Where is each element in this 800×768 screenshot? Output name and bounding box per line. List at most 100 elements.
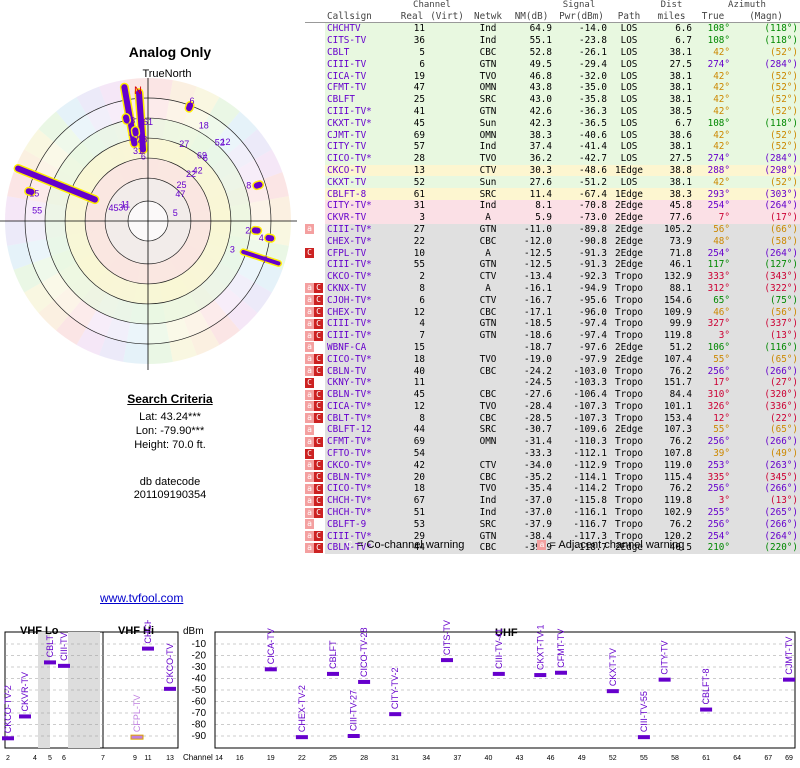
cell-network	[467, 342, 509, 354]
cell-callsign[interactable]: CKCO-TV*	[327, 271, 372, 283]
cell-noise-margin: 55.1	[529, 35, 552, 47]
cell-virtual-channel	[427, 35, 467, 47]
cell-callsign[interactable]: CIII-TV*	[327, 530, 372, 542]
cell-noise-margin: -24.2	[524, 365, 552, 377]
y-tick-label: -90	[192, 731, 207, 742]
cell-callsign[interactable]: CITY-TV	[327, 141, 367, 153]
tvfool-link[interactable]: www.tvfool.com	[100, 591, 184, 605]
cell-azimuth-true: 254°	[707, 200, 730, 212]
cell-callsign[interactable]: CBLT	[327, 46, 350, 58]
station-label: CHCHTV	[143, 620, 153, 644]
cell-callsign[interactable]: CKXT-TV*	[327, 117, 372, 129]
polar-station-label: 5	[173, 208, 178, 218]
cell-callsign[interactable]: CFPL-TV	[327, 247, 367, 259]
cell-callsign[interactable]: CIII-TV*	[327, 330, 372, 342]
cell-callsign[interactable]: CFMT-TV	[327, 82, 367, 94]
cell-azimuth-true: 12°	[713, 412, 730, 424]
warning-cell	[305, 235, 325, 248]
cell-azimuth-magn: (52°)	[770, 141, 798, 153]
cell-noise-margin: -37.0	[524, 507, 552, 519]
cell-azimuth-true: 108°	[707, 117, 730, 129]
cell-distance: 119.8	[664, 330, 692, 342]
cell-callsign[interactable]: CKNY-TV*	[327, 377, 372, 389]
cell-callsign[interactable]: CFTO-TV*	[327, 448, 372, 460]
uhf-tick-label: 25	[329, 755, 337, 762]
cell-callsign[interactable]: CIII-TV*	[327, 318, 372, 330]
cell-virtual-channel	[427, 141, 467, 153]
cell-callsign[interactable]: CKVR-TV	[327, 212, 367, 224]
cell-virtual-channel	[427, 471, 467, 483]
cell-callsign[interactable]: CBLN-TV	[327, 365, 367, 377]
cell-callsign[interactable]: CKCO-TV*	[327, 459, 372, 471]
cell-azimuth-true: 310°	[707, 389, 730, 401]
cell-callsign[interactable]: CIII-TV*	[327, 259, 372, 271]
cell-callsign[interactable]: CBLFT-12	[327, 424, 372, 436]
cell-callsign[interactable]: CBLT-TV*	[327, 412, 372, 424]
cell-power: -67.4	[579, 188, 607, 200]
polar-station-label: 10	[128, 133, 138, 143]
adjacent-warning-icon: a	[305, 283, 314, 294]
cell-callsign[interactable]: CICO-TV*	[327, 483, 372, 495]
cell-callsign[interactable]: CITY-TV*	[327, 200, 372, 212]
cell-azimuth-magn: (13°)	[770, 495, 798, 507]
cell-noise-margin: 42.3	[529, 117, 552, 129]
cell-callsign[interactable]: CHEX-TV	[327, 306, 367, 318]
uhf-tick-label: 19	[267, 755, 275, 762]
cell-real-channel: 22	[413, 235, 425, 247]
cell-callsign[interactable]: CIII-TV*	[327, 105, 372, 117]
cell-callsign[interactable]: CHCH-TV*	[327, 495, 372, 507]
cell-network: GTN	[479, 259, 497, 271]
table-row: CKCO-TV* 2 CTV -13.4 -92.3 Tropo 132.9 333° (343…	[305, 270, 800, 283]
cell-callsign[interactable]: CIII-TV*	[327, 223, 372, 235]
table-row: CBLT 5 CBC 52.8 -26.1 LOS 38.1 42° (52°)	[305, 46, 800, 59]
cell-callsign[interactable]: CBLN-TV*	[327, 471, 372, 483]
cell-callsign[interactable]: CHEX-TV*	[327, 235, 372, 247]
cell-azimuth-true: 108°	[707, 35, 730, 47]
station-marker	[606, 689, 619, 694]
cell-virtual-channel	[427, 212, 467, 224]
cell-distance: 119.8	[664, 495, 692, 507]
cell-callsign[interactable]: CICA-TV	[327, 70, 367, 82]
cell-azimuth-true: 256°	[707, 483, 730, 495]
vhf-tick-label: 5	[48, 755, 52, 762]
cell-callsign[interactable]: CHCHTV	[327, 23, 361, 35]
vhf-tick-label: 2	[6, 755, 10, 762]
cell-path: 2Edge	[615, 353, 643, 365]
station-marker	[441, 658, 453, 663]
cell-callsign[interactable]: CBLFT-8	[327, 188, 367, 200]
cell-virtual-channel	[427, 200, 467, 212]
cell-callsign[interactable]: CKNX-TV	[327, 282, 367, 294]
col-magn: (Magn)	[732, 11, 800, 23]
cochannel-warning-icon: C	[314, 366, 323, 376]
cell-distance: 107.4	[664, 353, 692, 365]
cell-virtual-channel	[427, 365, 467, 377]
warning-cell	[305, 176, 325, 189]
cell-virtual-channel	[427, 117, 467, 129]
adjacent-warning-icon: a	[305, 318, 314, 329]
cell-callsign[interactable]: CBLFT	[327, 94, 355, 106]
cell-network: TVO	[479, 70, 497, 82]
cell-callsign[interactable]: CIII-TV	[327, 58, 367, 70]
cell-callsign[interactable]: CBLN-TV*	[327, 542, 372, 554]
cell-callsign[interactable]: CBLN-TV*	[327, 389, 372, 401]
cell-azimuth-true: 65°	[713, 294, 730, 306]
cell-callsign[interactable]: CITS-TV	[327, 35, 367, 47]
cell-callsign[interactable]: CKXT-TV	[327, 176, 367, 188]
cell-callsign[interactable]: CICO-TV*	[327, 353, 372, 365]
cell-callsign[interactable]: CKCO-TV	[327, 164, 367, 176]
cell-callsign[interactable]: CICA-TV*	[327, 400, 372, 412]
cell-callsign[interactable]: CFMT-TV*	[327, 436, 372, 448]
cell-distance: 27.5	[669, 153, 692, 165]
cell-path: Tropo	[615, 530, 643, 542]
cell-callsign[interactable]: WBNF-CA	[327, 341, 367, 353]
cell-network: A	[485, 247, 491, 259]
cell-callsign[interactable]: CBLFT-9	[327, 518, 367, 530]
cell-callsign[interactable]: CHCH-TV*	[327, 507, 372, 519]
cell-callsign[interactable]: CJMT-TV	[327, 129, 367, 141]
cell-callsign[interactable]: CJOH-TV*	[327, 294, 372, 306]
cell-path: 2Edge	[615, 259, 643, 271]
cell-callsign[interactable]: CICO-TV*	[327, 153, 372, 165]
db-datecode-label: db datecode	[139, 476, 201, 488]
